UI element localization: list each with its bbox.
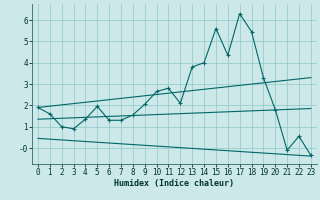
X-axis label: Humidex (Indice chaleur): Humidex (Indice chaleur) <box>115 179 234 188</box>
